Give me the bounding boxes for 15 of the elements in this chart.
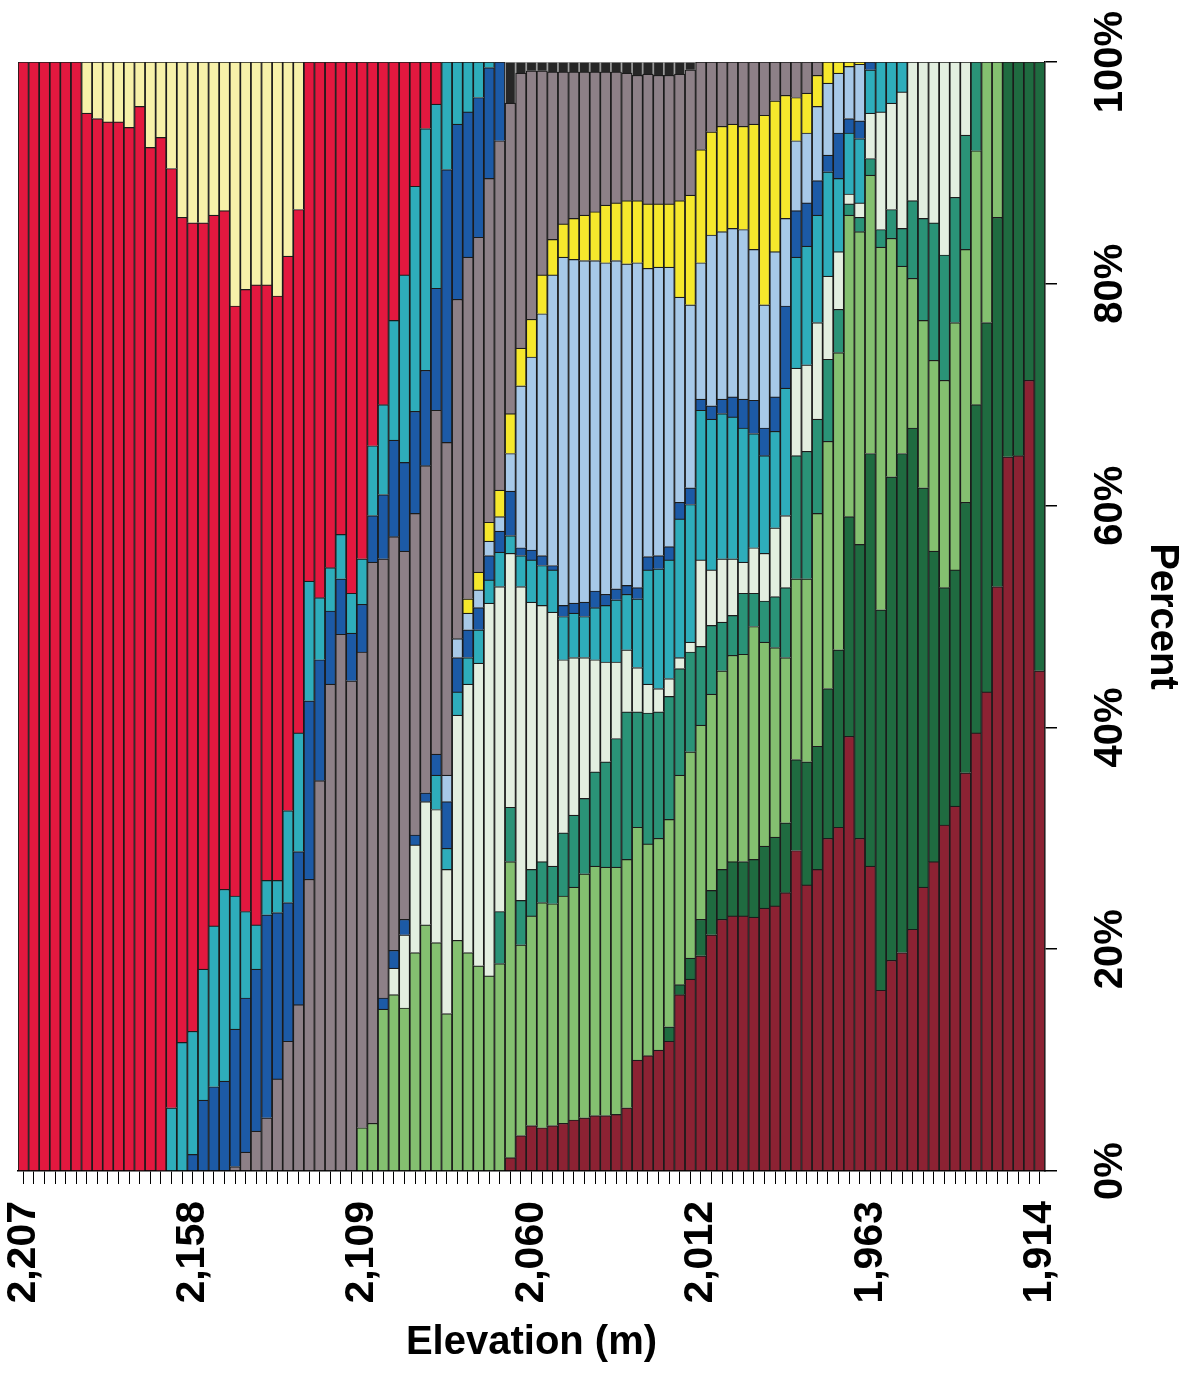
x-tick-label: 1,914 [1014,1200,1061,1304]
x-tick-label: 2,012 [675,1201,722,1304]
y-tick-label: 20% [1086,909,1131,990]
x-tick-label: 2,207 [0,1201,44,1304]
y-tick-label: 80% [1086,243,1131,324]
x-tick-label: 2,060 [505,1201,552,1304]
y-axis-title: Percent [1142,543,1187,690]
y-tick-label: 60% [1086,465,1131,546]
x-tick-label: 2,158 [167,1201,214,1304]
y-tick-label: 0% [1086,1142,1131,1200]
y-tick-label: 100% [1086,10,1131,114]
x-tick-label: 2,109 [336,1201,383,1304]
x-tick-label: 1,963 [844,1201,891,1304]
x-axis-title: Elevation (m) [405,1318,658,1363]
y-tick-label: 40% [1086,687,1131,768]
